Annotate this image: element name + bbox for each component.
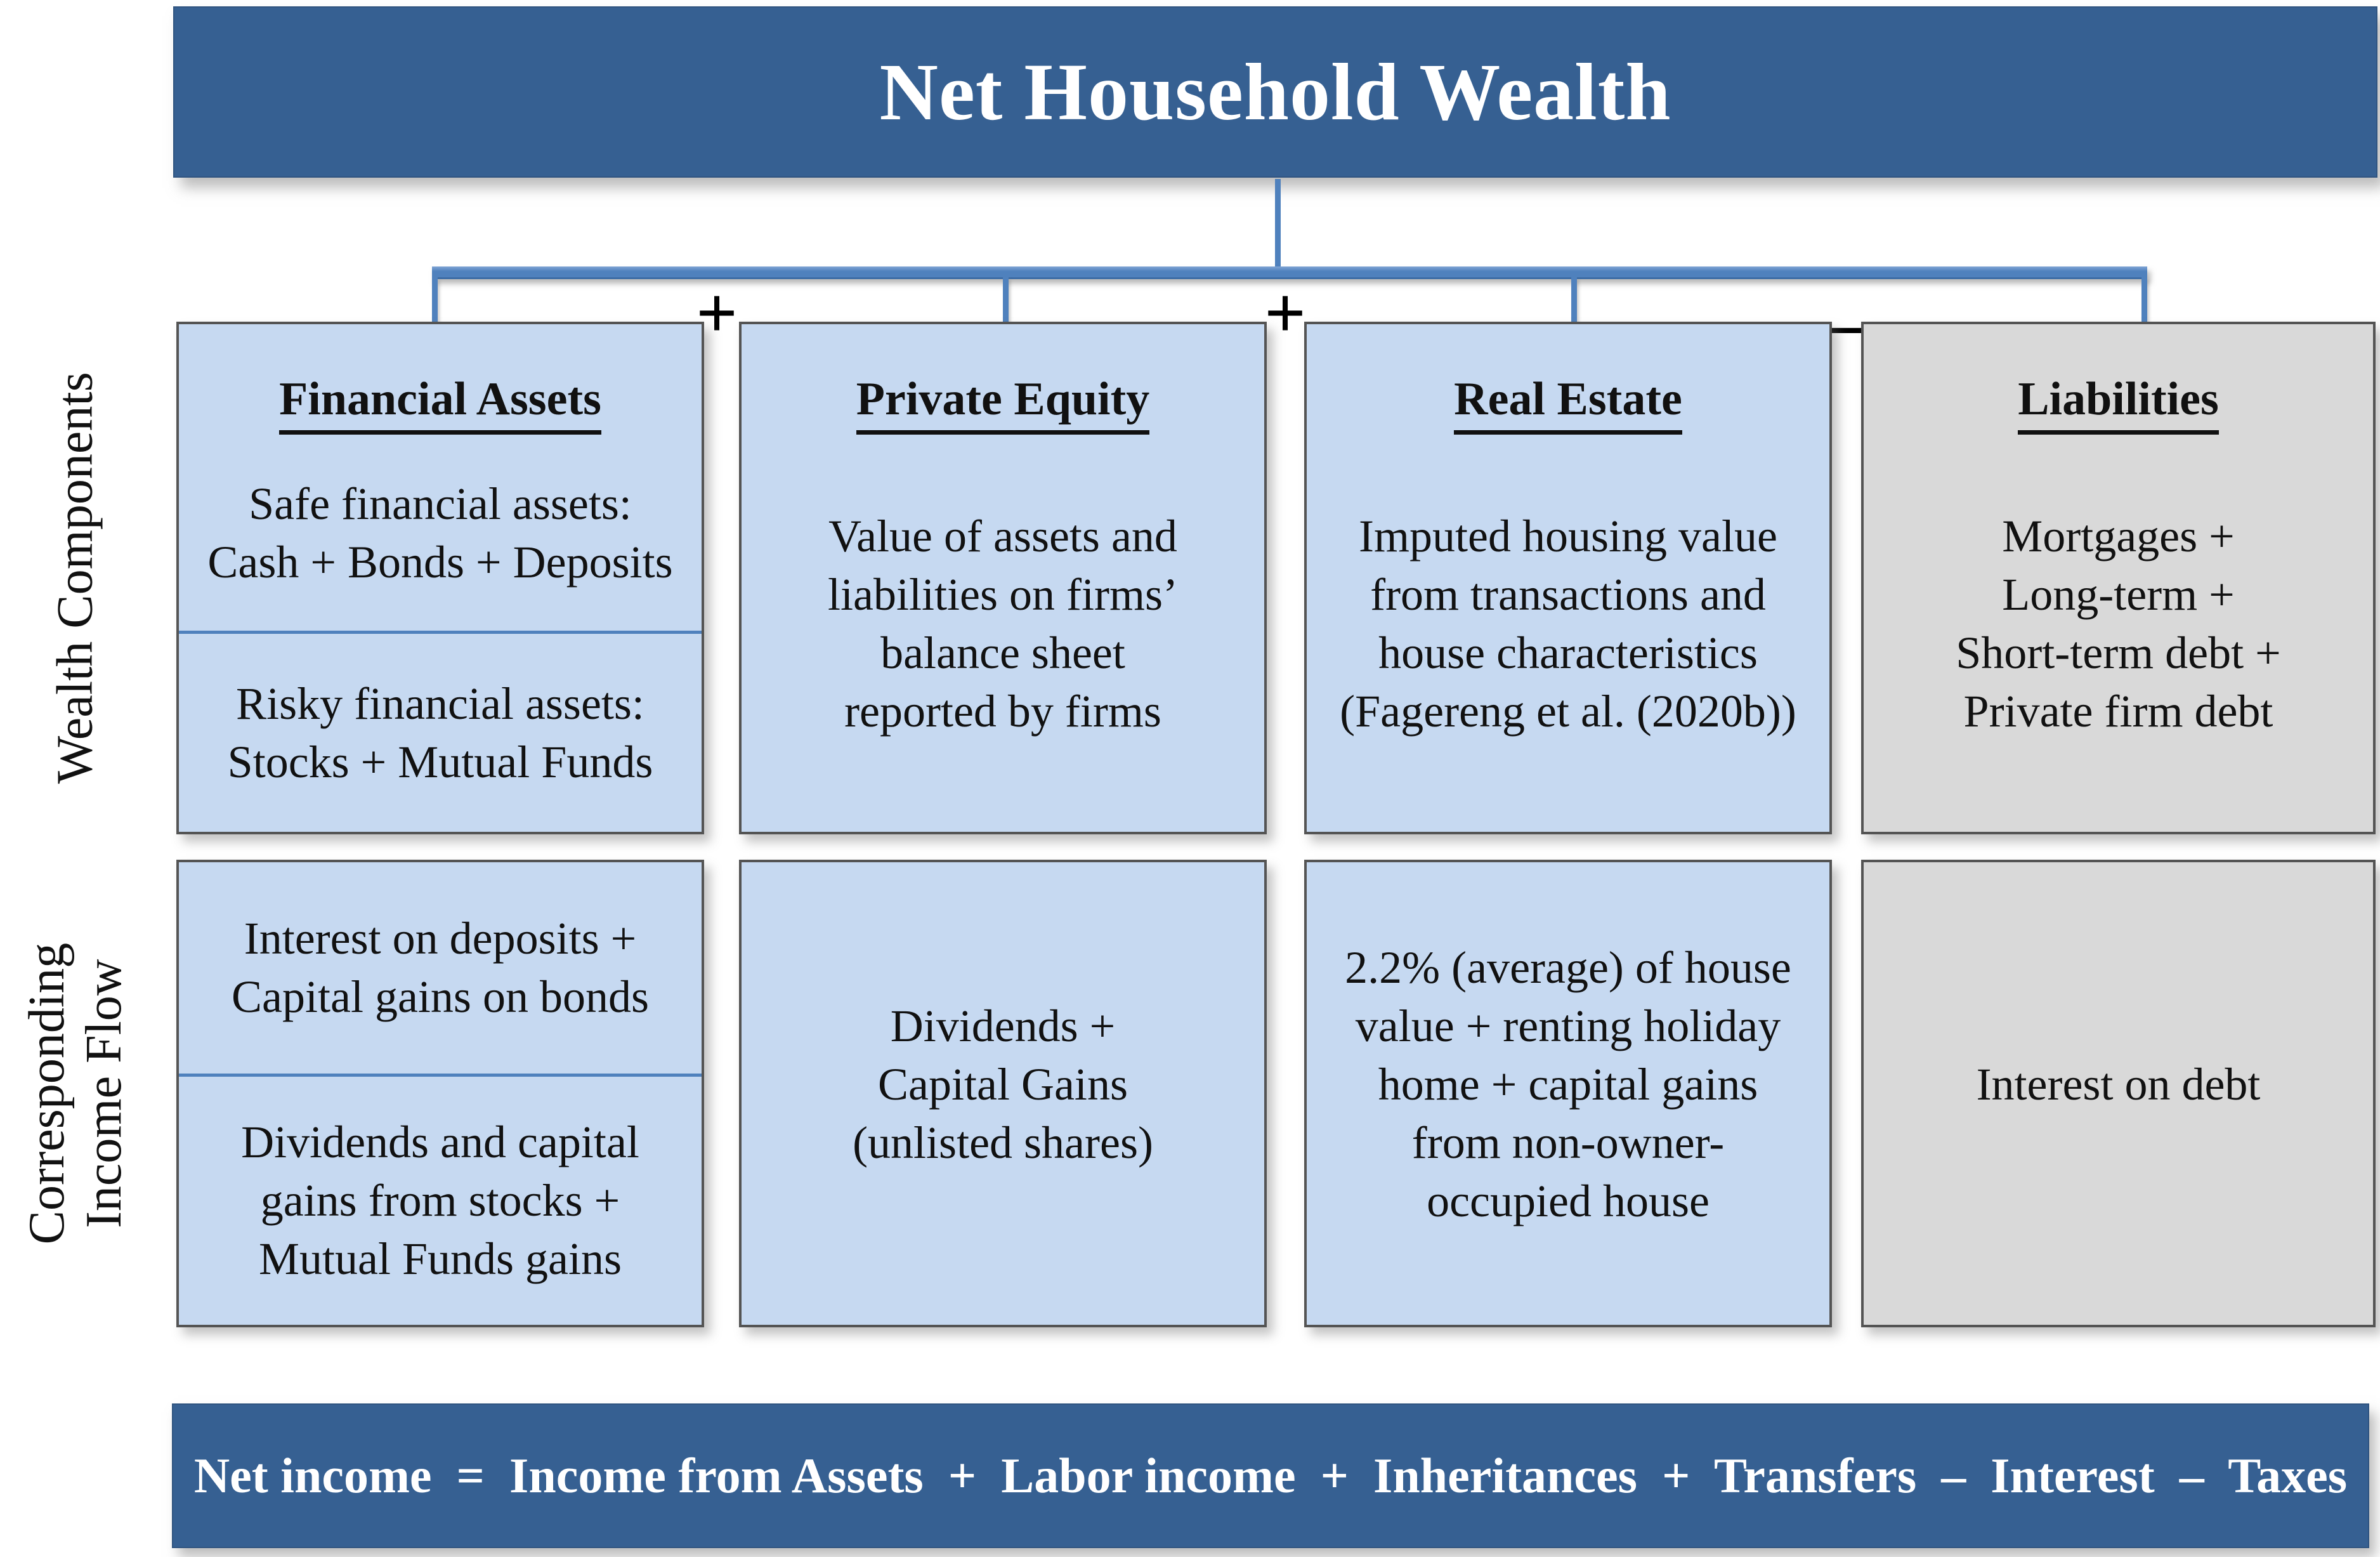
minus-sign: –: [1828, 283, 1865, 364]
income-box-real-estate: 2.2% (average) of house value + renting …: [1304, 860, 1832, 1327]
deposit-interest-section: Interest on deposits + Capital gains on …: [179, 862, 702, 1074]
liabilities-income-text: Interest on debt: [1976, 1058, 2261, 1110]
real-estate-body: Imputed housing value from transactions …: [1307, 435, 1829, 832]
page-title: Net Household Wealth: [879, 46, 1671, 137]
connector-drop-liabilities: [2141, 277, 2147, 324]
net-income-equation: Net income = Income from Assets + Labor …: [193, 1448, 2348, 1503]
safe-financial-assets-text: Safe financial assets: Cash + Bonds + De…: [207, 478, 673, 588]
row-label-corresponding-income-flow: Corresponding Income Flow: [0, 860, 152, 1327]
financial-assets-heading-wrap: Financial Assets: [179, 324, 702, 435]
row-label-wealth-components: Wealth Components: [13, 322, 140, 834]
real-estate-income-text: 2.2% (average) of house value + renting …: [1345, 942, 1791, 1226]
income-financial-divider: [179, 1073, 702, 1077]
connector-stem: [1275, 179, 1281, 268]
real-estate-income-body: 2.2% (average) of house value + renting …: [1307, 862, 1829, 1325]
real-estate-heading: Real Estate: [1454, 373, 1682, 435]
stock-dividends-section: Dividends and capital gains from stocks …: [179, 1077, 702, 1325]
wealth-box-financial-assets: Financial Assets Safe financial assets: …: [176, 322, 704, 834]
income-box-private-equity: Dividends + Capital Gains (unlisted shar…: [739, 860, 1267, 1327]
private-equity-income-body: Dividends + Capital Gains (unlisted shar…: [742, 862, 1264, 1325]
net-income-equation-bar: Net income = Income from Assets + Labor …: [172, 1403, 2369, 1548]
private-equity-heading: Private Equity: [856, 373, 1150, 435]
plus-sign-2: +: [1264, 273, 1306, 353]
liabilities-heading: Liabilities: [2018, 373, 2219, 435]
wealth-box-private-equity: Private Equity Value of assets and liabi…: [739, 322, 1267, 834]
corresponding-income-flow-label: Corresponding Income Flow: [19, 942, 133, 1245]
risky-financial-assets-section: Risky financial assets: Stocks + Mutual …: [179, 634, 702, 832]
connector-crossbar: [432, 266, 2147, 279]
connector-drop-financial-assets: [432, 277, 438, 324]
net-household-wealth-header: Net Household Wealth: [173, 6, 2377, 178]
safe-financial-assets-section: Safe financial assets: Cash + Bonds + De…: [179, 435, 702, 631]
liabilities-body: Mortgages + Long-term + Short-term debt …: [1864, 435, 2373, 832]
wealth-box-liabilities: Liabilities Mortgages + Long-term + Shor…: [1861, 322, 2376, 834]
private-equity-income-text: Dividends + Capital Gains (unlisted shar…: [853, 1000, 1153, 1168]
real-estate-heading-wrap: Real Estate: [1307, 324, 1829, 435]
private-equity-heading-wrap: Private Equity: [742, 324, 1264, 435]
connector-drop-private-equity: [1003, 277, 1009, 324]
liabilities-heading-wrap: Liabilities: [1864, 324, 2373, 435]
connector-drop-real-estate: [1571, 277, 1577, 324]
real-estate-text: Imputed housing value from transactions …: [1340, 511, 1796, 737]
deposit-interest-text: Interest on deposits + Capital gains on …: [232, 913, 649, 1023]
income-box-financial-assets: Interest on deposits + Capital gains on …: [176, 860, 704, 1327]
wealth-components-label: Wealth Components: [48, 372, 104, 784]
liabilities-text: Mortgages + Long-term + Short-term debt …: [1956, 511, 2281, 737]
wealth-box-real-estate: Real Estate Imputed housing value from t…: [1304, 322, 1832, 834]
stock-dividends-text: Dividends and capital gains from stocks …: [241, 1117, 639, 1285]
private-equity-body: Value of assets and liabilities on firms…: [742, 435, 1264, 832]
income-box-liabilities: Interest on debt: [1861, 860, 2376, 1327]
private-equity-text: Value of assets and liabilities on firms…: [828, 511, 1178, 737]
risky-financial-assets-text: Risky financial assets: Stocks + Mutual …: [227, 678, 653, 788]
liabilities-income-body: Interest on debt: [1864, 862, 2373, 1325]
financial-assets-heading: Financial Assets: [279, 373, 601, 435]
financial-assets-divider: [179, 631, 702, 634]
